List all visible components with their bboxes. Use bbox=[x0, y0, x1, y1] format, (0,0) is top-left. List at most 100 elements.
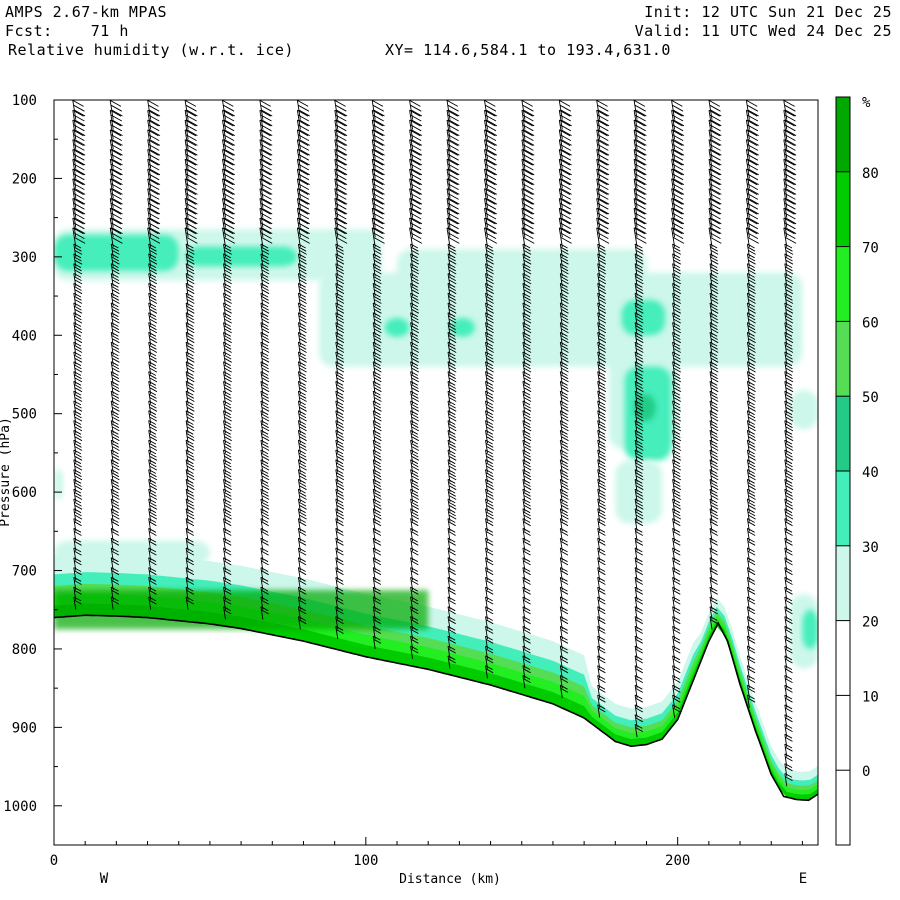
wind-barb bbox=[522, 371, 532, 385]
wind-barb bbox=[484, 168, 498, 189]
wind-barb bbox=[559, 478, 569, 493]
wind-barb bbox=[708, 217, 722, 238]
wind-barb bbox=[522, 459, 532, 473]
wind-barb bbox=[709, 263, 719, 277]
wind-barb bbox=[110, 243, 120, 257]
wind-barb bbox=[222, 207, 236, 228]
wind-barb bbox=[484, 227, 498, 248]
wind-barb bbox=[634, 410, 644, 424]
wind-barb bbox=[597, 390, 607, 404]
y-tick-label: 100 bbox=[12, 93, 37, 109]
wind-barb bbox=[559, 469, 569, 483]
wind-barb bbox=[148, 371, 158, 385]
wind-barb bbox=[672, 508, 682, 522]
wind-barb bbox=[784, 390, 794, 404]
wind-barb bbox=[634, 253, 644, 267]
wind-barb bbox=[783, 129, 797, 150]
wind-barb bbox=[223, 263, 232, 277]
wind-barb bbox=[485, 371, 494, 385]
wind-barb bbox=[109, 109, 123, 130]
wind-barb bbox=[110, 273, 120, 287]
colorbar-label: 40 bbox=[862, 465, 879, 481]
wind-barb bbox=[596, 188, 610, 208]
wind-barb bbox=[72, 207, 86, 228]
wind-barb bbox=[372, 331, 382, 346]
wind-barb bbox=[72, 188, 86, 208]
wind-barb bbox=[672, 263, 682, 277]
wind-barb bbox=[185, 390, 195, 404]
wind-barb bbox=[73, 243, 83, 257]
wind-barb bbox=[296, 109, 310, 130]
wind-barb bbox=[485, 420, 494, 434]
wind-barb bbox=[522, 498, 532, 512]
wind-barb bbox=[296, 188, 310, 208]
wind-barb bbox=[708, 207, 722, 228]
wind-barb bbox=[73, 488, 83, 502]
wind-barb bbox=[671, 227, 685, 248]
wind-barb bbox=[672, 292, 682, 306]
wind-barb bbox=[335, 243, 345, 257]
wind-barb bbox=[185, 488, 195, 502]
rh-west-edge bbox=[54, 468, 64, 500]
wind-barb bbox=[447, 488, 457, 502]
wind-barb bbox=[410, 322, 420, 336]
wind-barb bbox=[223, 351, 232, 365]
wind-barb-column bbox=[521, 100, 535, 689]
wind-barb bbox=[72, 129, 86, 150]
wind-barb bbox=[260, 508, 270, 522]
wind-barb bbox=[73, 361, 83, 375]
wind-barb bbox=[260, 322, 270, 336]
wind-barb bbox=[110, 263, 120, 277]
wind-barb bbox=[671, 129, 685, 150]
wind-barb bbox=[410, 331, 420, 346]
wind-barb bbox=[335, 371, 345, 385]
wind-barb bbox=[148, 263, 158, 277]
wind-barb bbox=[745, 188, 759, 208]
wind-barb bbox=[222, 178, 236, 199]
wind-barb bbox=[110, 410, 120, 424]
wind-barb bbox=[297, 449, 307, 463]
wind-barb bbox=[745, 207, 759, 228]
wind-barb bbox=[372, 361, 382, 375]
wind-barb bbox=[410, 312, 420, 326]
wind-barb bbox=[447, 312, 457, 326]
wind-barb bbox=[223, 331, 232, 346]
colorbar-label: 70 bbox=[862, 241, 879, 257]
wind-barb bbox=[109, 198, 123, 218]
wind-barb bbox=[148, 469, 158, 483]
wind-barb bbox=[709, 420, 719, 434]
wind-barb bbox=[634, 508, 644, 522]
wind-barb bbox=[334, 109, 348, 130]
wind-barb bbox=[746, 273, 756, 287]
wind-barb bbox=[148, 400, 158, 414]
wind-barb bbox=[522, 341, 532, 355]
wind-barb bbox=[110, 400, 120, 414]
wind-barb bbox=[222, 129, 236, 150]
wind-barb bbox=[73, 429, 83, 444]
wind-barb bbox=[672, 282, 682, 297]
wind-barb bbox=[745, 178, 759, 199]
wind-barb bbox=[746, 302, 756, 316]
wind-barb bbox=[222, 158, 236, 179]
rh-mid-core bbox=[450, 318, 475, 337]
wind-barb bbox=[746, 351, 756, 365]
wind-barb bbox=[410, 361, 420, 375]
wind-barb bbox=[633, 119, 647, 140]
wind-barb bbox=[147, 149, 161, 169]
wind-barb bbox=[109, 217, 123, 238]
wind-barb bbox=[484, 149, 498, 169]
wind-barb bbox=[371, 168, 385, 189]
wind-barb bbox=[672, 390, 682, 404]
wind-barb bbox=[409, 109, 423, 130]
wind-barb bbox=[260, 449, 270, 463]
wind-barb bbox=[372, 380, 382, 395]
wind-barb bbox=[297, 322, 307, 336]
wind-barb bbox=[745, 149, 759, 169]
wind-barb bbox=[185, 331, 195, 346]
y-tick-label: 500 bbox=[12, 407, 37, 423]
wind-barb bbox=[372, 253, 382, 267]
header-fcst: Fcst: 71 h bbox=[5, 22, 129, 40]
wind-barb bbox=[709, 400, 719, 414]
wind-barb bbox=[597, 302, 607, 316]
wind-barb bbox=[597, 508, 607, 522]
